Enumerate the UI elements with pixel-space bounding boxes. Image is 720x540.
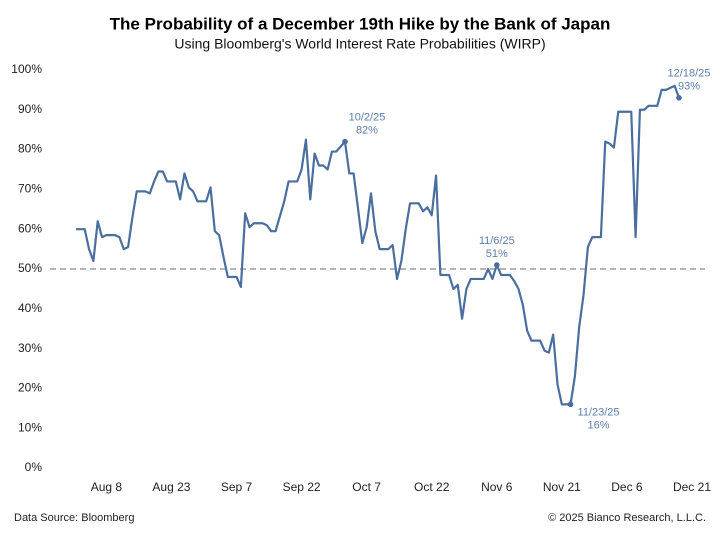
y-tick-label: 30% (18, 341, 42, 355)
copyright-note: © 2025 Bianco Research, L.L.C. (548, 512, 706, 524)
x-tick-label: Sep 7 (221, 480, 253, 494)
source-note: Data Source: Bloomberg (14, 512, 134, 524)
y-tick-label: 60% (18, 221, 42, 235)
data-line (76, 84, 681, 406)
annotation-date: 11/6/25 (479, 235, 515, 247)
chart-title: The Probability of a December 19th Hike … (110, 14, 611, 33)
y-tick-label: 90% (18, 102, 42, 116)
y-tick-label: 10% (18, 420, 42, 434)
annotation-date: 12/18/25 (668, 68, 711, 80)
x-tick-label: Nov 6 (481, 480, 513, 494)
x-tick-label: Dec 6 (611, 480, 643, 494)
annotation-value: 51% (486, 248, 508, 260)
x-tick-label: Aug 8 (91, 480, 123, 494)
annotation-marker (567, 401, 574, 408)
x-tick-label: Aug 23 (152, 480, 190, 494)
x-tick-label: Dec 21 (673, 480, 711, 494)
y-tick-label: 40% (18, 301, 42, 315)
annotation-marker (493, 262, 500, 268)
x-tick-label: Oct 7 (352, 480, 381, 494)
x-tick-label: Sep 22 (283, 480, 321, 494)
x-tick-label: Nov 21 (543, 480, 581, 494)
annotation-value: 82% (356, 125, 378, 137)
annotation-date: 10/2/25 (349, 112, 386, 124)
y-tick-label: 0% (25, 460, 43, 474)
annotation-value: 16% (588, 419, 610, 431)
annotation-date: 11/23/25 (578, 406, 620, 418)
annotation-marker (342, 138, 348, 145)
y-tick-label: 100% (11, 62, 42, 76)
y-tick-label: 20% (18, 381, 42, 395)
annotation-marker (676, 95, 682, 101)
y-tick-label: 70% (18, 182, 42, 196)
y-tick-label: 50% (18, 261, 42, 275)
annotation-value: 93% (678, 81, 700, 93)
x-tick-label: Oct 22 (414, 480, 450, 494)
y-tick-label: 80% (18, 142, 42, 156)
chart-subtitle: Using Bloomberg's World Interest Rate Pr… (174, 36, 545, 52)
